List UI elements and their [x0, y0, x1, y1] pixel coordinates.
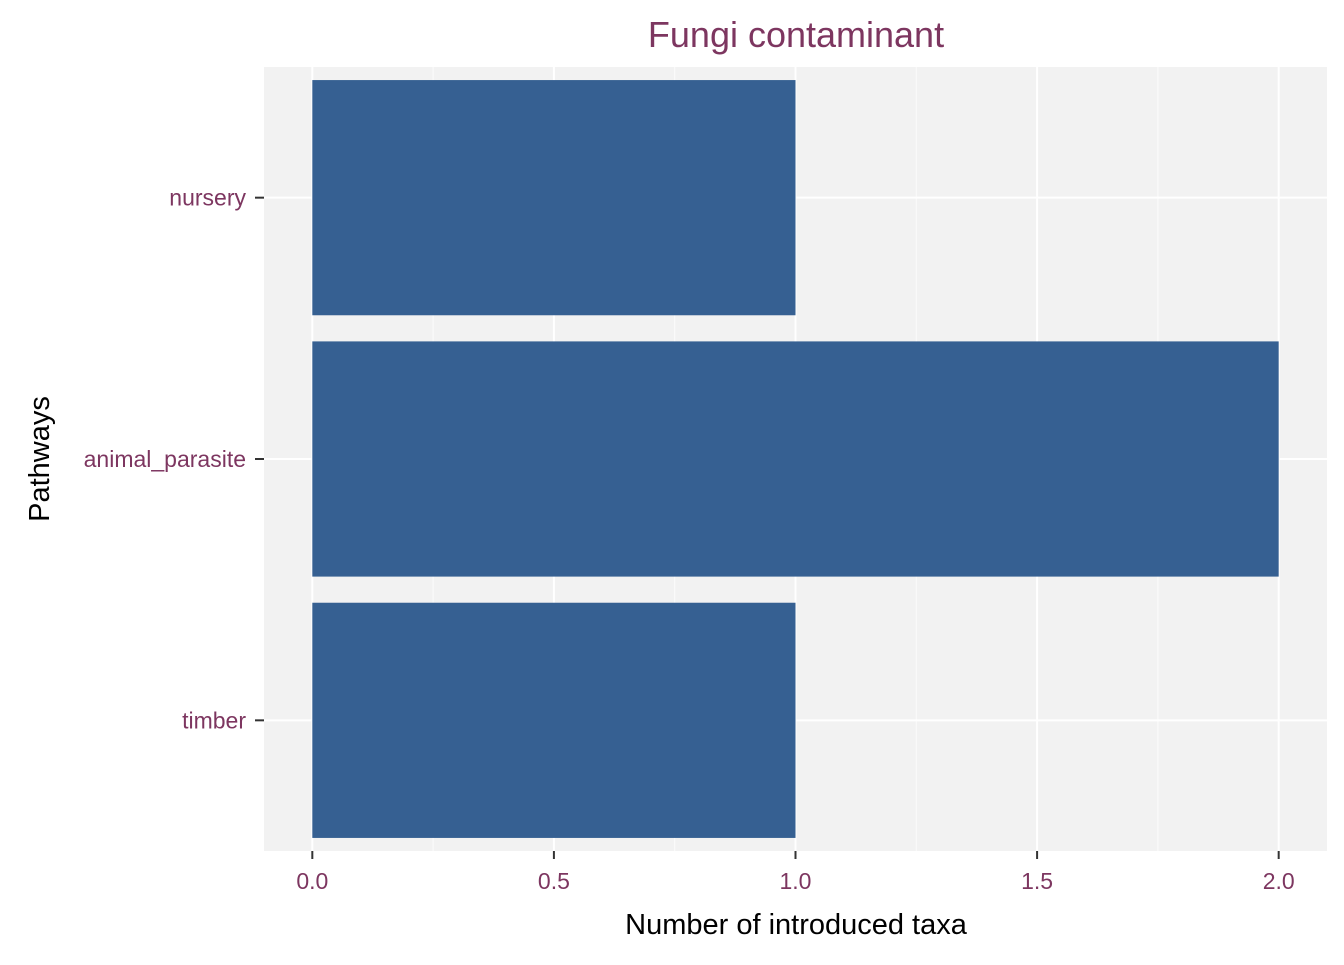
y-tick-label: nursery	[169, 185, 246, 211]
x-tick-label: 2.0	[1263, 868, 1295, 894]
x-axis: 0.0 0.5 1.0 1.5 2.0	[296, 851, 1295, 894]
bar-nursery	[312, 80, 796, 316]
y-tick-label: timber	[182, 707, 246, 733]
y-axis-title: Pathways	[24, 396, 56, 522]
bars	[312, 80, 1279, 838]
bar-timber	[312, 602, 796, 838]
bar-animal_parasite	[312, 341, 1279, 577]
x-tick-label: 1.0	[780, 868, 812, 894]
x-tick-label: 0.0	[296, 868, 328, 894]
x-tick-label: 0.5	[538, 868, 570, 894]
x-tick-label: 1.5	[1021, 868, 1053, 894]
chart-title: Fungi contaminant	[648, 14, 944, 55]
x-axis-title: Number of introduced taxa	[625, 909, 968, 941]
y-tick-label: animal_parasite	[84, 446, 246, 472]
